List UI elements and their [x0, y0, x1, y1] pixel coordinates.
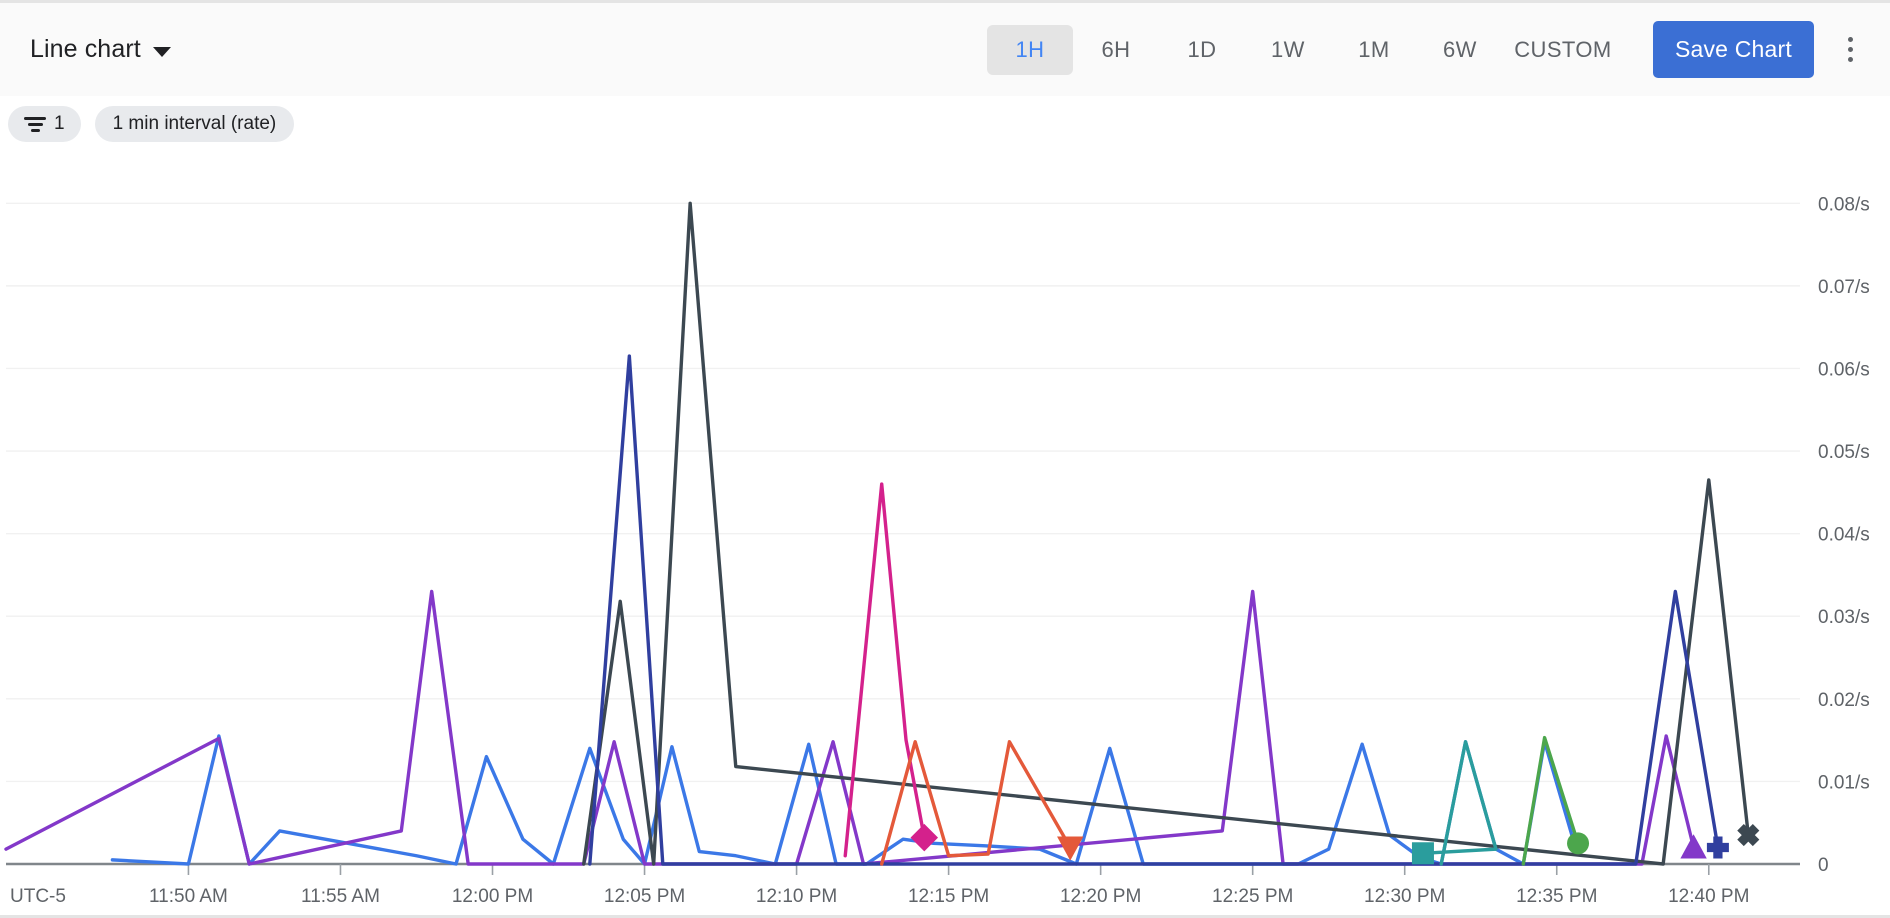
y-axis-tick-label: 0.01/s [1818, 772, 1870, 793]
toolbar-actions: 1H 6H 1D 1W 1M 6W CUSTOM Save Chart [986, 3, 1890, 96]
circle-marker-series-green[interactable] [1567, 832, 1590, 855]
triangle-down-marker-series-orange[interactable] [1057, 836, 1084, 861]
series-line-series-indigo[interactable] [588, 354, 1720, 866]
triangle-up-marker-series-purple[interactable] [1680, 834, 1707, 859]
range-button-custom[interactable]: CUSTOM [1503, 25, 1623, 75]
x-axis-tick-label: 12:30 PM [1364, 886, 1445, 907]
chart-toolbar: Line chart 1H 6H 1D 1W 1M 6W CUSTOM Save Chart [0, 0, 1890, 96]
y-axis-tick-label: 0.04/s [1818, 525, 1870, 546]
plus-marker-series-indigo[interactable] [1706, 836, 1729, 859]
x-axis-tick-label: 12:00 PM [452, 886, 533, 907]
y-axis-tick-label: 0.03/s [1818, 607, 1870, 628]
series-line-series-magenta[interactable] [843, 482, 926, 858]
x-axis-tick-label: 12:25 PM [1212, 886, 1293, 907]
y-axis-tick-label: 0.05/s [1818, 442, 1870, 463]
x-axis-tick-label: 12:15 PM [908, 886, 989, 907]
series-line-series-darkgray[interactable] [582, 201, 1751, 866]
range-button-1w[interactable]: 1W [1245, 25, 1331, 75]
x-axis-tick-label: 11:50 AM [149, 886, 228, 907]
chip-row: 1 1 min interval (rate) [0, 96, 1890, 152]
x-axis-tick-label: 12:35 PM [1516, 886, 1597, 907]
x-axis-tick-label: 12:05 PM [604, 886, 685, 907]
timezone-label: UTC-5 [10, 886, 66, 907]
chevron-down-icon [152, 46, 171, 57]
y-axis-tick-label: 0.08/s [1818, 194, 1870, 215]
diamond-marker-series-magenta[interactable] [910, 823, 939, 852]
x-axis-tick-label: 12:40 PM [1668, 886, 1749, 907]
filter-icon [24, 116, 46, 132]
x-marker-series-darkgray[interactable] [1733, 820, 1764, 851]
y-axis-tick-label: 0 [1818, 855, 1829, 876]
interval-chip-label: 1 min interval (rate) [112, 113, 277, 134]
save-chart-button[interactable]: Save Chart [1652, 21, 1814, 78]
chart-type-selector[interactable]: Line chart [30, 35, 171, 64]
range-button-6w[interactable]: 6W [1417, 25, 1503, 75]
interval-chip[interactable]: 1 min interval (rate) [94, 106, 295, 142]
series-line-series-green[interactable] [1521, 735, 1580, 866]
range-button-1m[interactable]: 1M [1331, 25, 1417, 75]
series-line-series-teal[interactable] [1421, 740, 1498, 866]
series-line-series-orange[interactable] [880, 740, 1072, 866]
line-chart-svg[interactable]: 0 0.01/s 0.02/s 0.03/s 0.04/s 0.05/s 0.06/s 0.0… [0, 152, 1890, 918]
range-button-1d[interactable]: 1D [1159, 25, 1245, 75]
x-axis-tick-label: 11:55 AM [301, 886, 380, 907]
x-axis-tick-label: 12:20 PM [1060, 886, 1141, 907]
bottom-divider [0, 915, 1890, 918]
kebab-menu-icon[interactable] [1828, 22, 1872, 78]
x-axis-tick-label: 12:10 PM [756, 886, 837, 907]
filter-chip[interactable]: 1 [8, 106, 81, 142]
filter-chip-label: 1 [54, 113, 65, 134]
y-axis-tick-label: 0.07/s [1818, 277, 1870, 298]
y-axis-tick-label: 0.02/s [1818, 690, 1870, 711]
y-axis-tick-label: 0.06/s [1818, 359, 1870, 380]
range-button-1h[interactable]: 1H [986, 24, 1073, 75]
range-button-6h[interactable]: 6H [1073, 25, 1159, 75]
series-line-series-blue[interactable] [110, 734, 1577, 866]
time-range-group: 1H 6H 1D 1W 1M 6W CUSTOM [986, 24, 1623, 75]
chart-type-label: Line chart [30, 35, 141, 63]
square-marker-series-teal[interactable] [1411, 842, 1434, 865]
chart-plot-area[interactable]: 0 0.01/s 0.02/s 0.03/s 0.04/s 0.05/s 0.06/s 0.0… [0, 152, 1890, 918]
